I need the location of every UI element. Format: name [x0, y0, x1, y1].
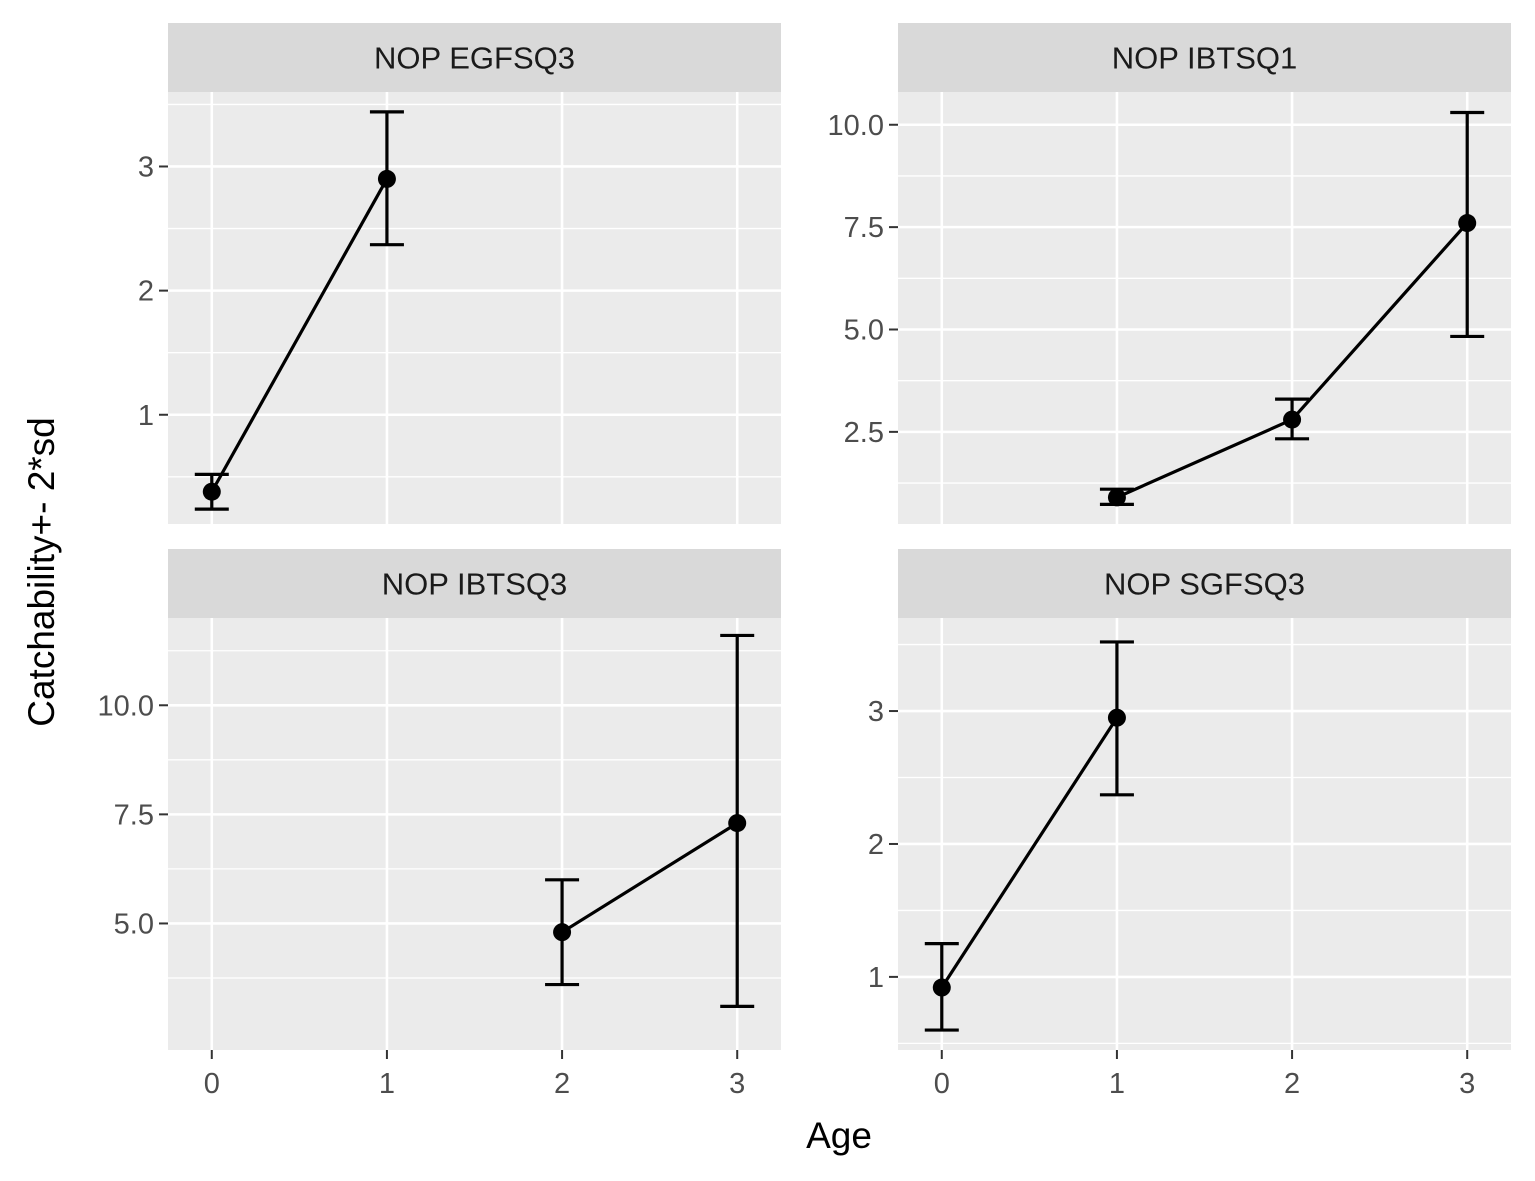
- data-point: [728, 814, 747, 833]
- y-tick-label: 10.0: [98, 690, 154, 722]
- panel-background: [898, 618, 1511, 1050]
- facet-title: NOP IBTSQ3: [382, 567, 568, 602]
- y-tick-label: 3: [138, 151, 154, 183]
- x-axis-title: Age: [806, 1115, 872, 1156]
- x-tick-label: 2: [1284, 1068, 1300, 1100]
- y-tick-label: 10.0: [828, 110, 884, 142]
- data-point: [202, 482, 221, 501]
- facet-strip: [168, 23, 781, 92]
- data-point: [553, 923, 572, 942]
- x-tick-label: 0: [204, 1068, 220, 1100]
- series-line: [210, 178, 389, 493]
- series-line: [940, 716, 1119, 989]
- facet-title: NOP EGFSQ3: [374, 41, 575, 76]
- y-tick-label: 7.5: [844, 212, 884, 244]
- y-tick-label: 5.0: [114, 908, 154, 940]
- data-point: [1458, 214, 1477, 233]
- panel-background: [168, 92, 781, 524]
- x-tick-label: 2: [554, 1068, 570, 1100]
- x-tick-label: 3: [729, 1068, 745, 1100]
- y-tick-label: 7.5: [114, 799, 154, 831]
- panel-background: [898, 92, 1511, 524]
- facet-strip: [168, 549, 781, 618]
- series-line: [561, 821, 739, 934]
- y-tick-label: 1: [138, 400, 154, 432]
- x-tick-label: 1: [1109, 1068, 1125, 1100]
- y-tick-label: 2: [868, 829, 884, 861]
- y-tick-label: 3: [868, 696, 884, 728]
- data-point: [377, 169, 396, 188]
- data-point: [1107, 708, 1126, 727]
- x-tick-label: 0: [934, 1068, 950, 1100]
- x-tick-label: 3: [1459, 1068, 1475, 1100]
- data-point: [1107, 488, 1126, 507]
- data-point: [932, 978, 951, 997]
- facet-title: NOP IBTSQ1: [1112, 41, 1298, 76]
- facet-strip: [898, 23, 1511, 92]
- facet-strip: [898, 549, 1511, 618]
- panel-background: [168, 618, 781, 1050]
- y-tick-label: 5.0: [844, 314, 884, 346]
- y-axis-title: Catchability+- 2*sd: [21, 417, 62, 727]
- y-tick-label: 1: [868, 962, 884, 994]
- data-point: [1283, 410, 1302, 429]
- facet-title: NOP SGFSQ3: [1104, 567, 1305, 602]
- x-tick-label: 1: [379, 1068, 395, 1100]
- y-tick-label: 2.5: [844, 417, 884, 449]
- y-tick-label: 2: [138, 276, 154, 308]
